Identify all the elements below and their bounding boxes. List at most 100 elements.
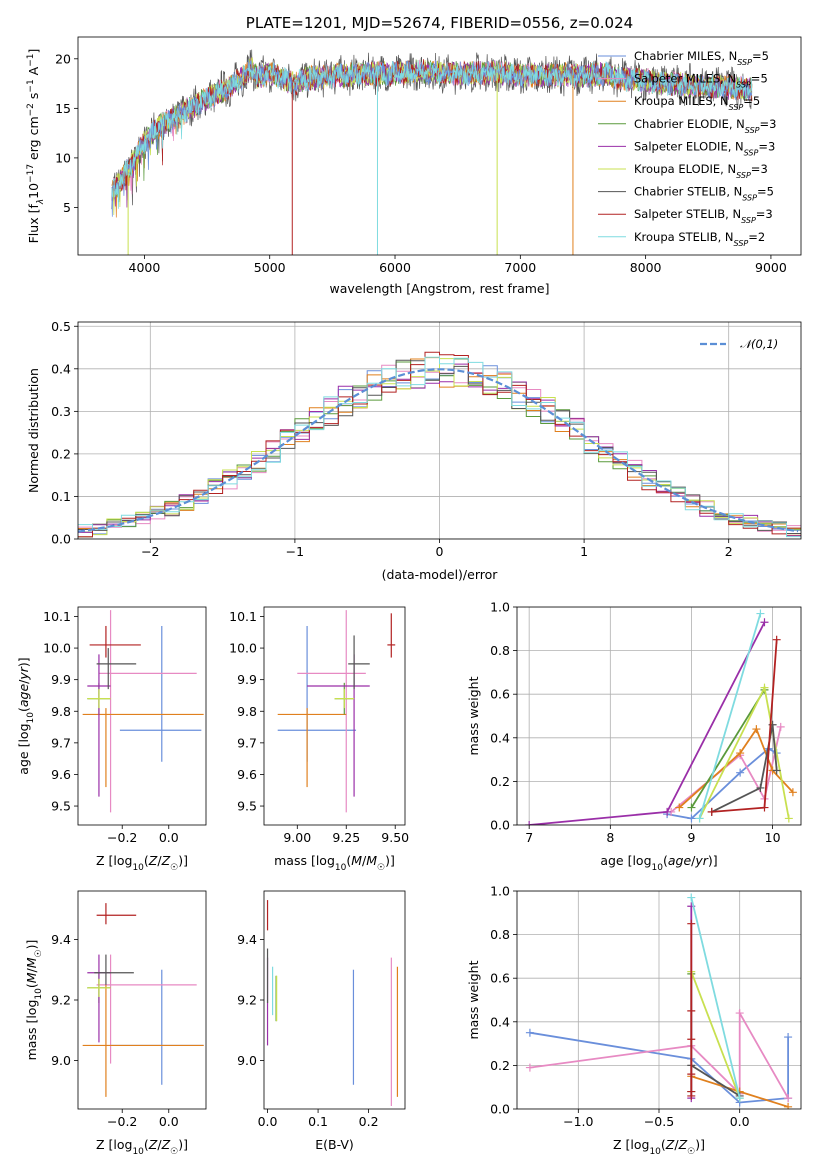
weight-marker bbox=[687, 1087, 696, 1096]
mass-weight-vs-age-axes: 7 8 9 10 0.0 0.2 0.4 0.6 0.8 1.0 mass weight age [l… bbox=[466, 600, 802, 873]
weight-marker bbox=[756, 783, 765, 792]
weight-series bbox=[525, 618, 769, 825]
y-tick-label: 0.2 bbox=[490, 1058, 510, 1073]
weight-line bbox=[529, 621, 766, 825]
weight-marker bbox=[776, 722, 785, 731]
y-tick-label: 0.6 bbox=[490, 971, 510, 986]
mass-weight-vs-Z-frame bbox=[516, 890, 802, 1110]
x-tick-label: 8000 bbox=[630, 260, 662, 275]
weight-marker bbox=[525, 1028, 534, 1037]
weight-series bbox=[675, 725, 797, 812]
age-vs-Z-plot-area bbox=[82, 610, 204, 813]
spectrum-axes: 4000 5000 6000 7000 8000 9000 5 10 15 20 PLATE=120… bbox=[26, 14, 802, 296]
mass-weight-vs-age-plot-area bbox=[517, 607, 801, 825]
errorbar-point bbox=[348, 635, 370, 690]
y-tick-label: 0.4 bbox=[51, 361, 71, 376]
weight-line bbox=[690, 897, 741, 1099]
weight-marker bbox=[687, 1070, 696, 1079]
y-tick-label: 0.2 bbox=[490, 774, 510, 789]
x-tick-label: 0.0 bbox=[730, 1114, 750, 1129]
weight-marker bbox=[760, 803, 769, 812]
x-tick-label: 0.0 bbox=[159, 1114, 179, 1129]
x-axis-label: Z [log10(Z/Z☉)] bbox=[96, 853, 188, 873]
x-tick-label: 10 bbox=[765, 830, 781, 845]
x-tick-label: 9.00 bbox=[283, 830, 311, 845]
x-tick-label: 9 bbox=[687, 830, 695, 845]
y-tick-label: 9.2 bbox=[237, 993, 257, 1008]
y-tick-label: 9.8 bbox=[51, 704, 71, 719]
weight-marker bbox=[525, 821, 534, 825]
mass-weight-vs-Z-axes: −1.0 −0.5 0.0 0.0 0.2 0.4 0.6 0.8 1.0 mass weight… bbox=[466, 884, 802, 1157]
x-tick-label: 6000 bbox=[379, 260, 411, 275]
x-tick-label: −1.0 bbox=[563, 1114, 593, 1129]
weight-line bbox=[690, 1064, 741, 1097]
x-tick-label: −2 bbox=[141, 544, 159, 559]
x-tick-label: −0.5 bbox=[644, 1114, 674, 1129]
histogram-step bbox=[78, 351, 801, 538]
weight-marker bbox=[707, 807, 716, 816]
y-tick-label: 10.1 bbox=[43, 609, 71, 624]
errorbar-point bbox=[119, 625, 202, 762]
x-tick-label: 8 bbox=[606, 830, 614, 845]
weight-marker bbox=[784, 814, 793, 823]
weight-marker bbox=[788, 788, 797, 797]
y-tick-label: 0.0 bbox=[51, 532, 71, 547]
residuals-frame bbox=[77, 321, 802, 540]
legend-entry: Chabrier ELODIE, NSSP=3 bbox=[634, 117, 776, 135]
x-tick-label: 2 bbox=[725, 544, 733, 559]
y-tick-label: 0.0 bbox=[490, 818, 510, 833]
errorbar-point bbox=[94, 954, 134, 985]
y-axis-label: mass weight bbox=[466, 676, 481, 755]
y-tick-label: 0.1 bbox=[51, 489, 71, 504]
x-tick-label: 0 bbox=[436, 544, 444, 559]
errorbar-point bbox=[387, 613, 396, 658]
histogram-step bbox=[78, 363, 801, 537]
mass-vs-EBV-frame bbox=[263, 890, 406, 1110]
histogram-step bbox=[78, 359, 801, 534]
y-tick-label: 0.8 bbox=[490, 643, 510, 658]
legend-entry: Chabrier MILES, NSSP=5 bbox=[634, 49, 769, 67]
x-tick-label: 7000 bbox=[504, 260, 536, 275]
weight-line bbox=[698, 613, 762, 819]
mass-weight-vs-age-frame bbox=[516, 606, 802, 826]
errorbar-point bbox=[87, 654, 111, 797]
weight-series bbox=[695, 609, 765, 823]
age-vs-mass-plot-area bbox=[277, 610, 396, 813]
x-tick-label: 9.50 bbox=[381, 830, 409, 845]
errorbar-point bbox=[89, 625, 141, 658]
y-tick-label: 9.6 bbox=[237, 767, 257, 782]
histogram-step bbox=[78, 356, 801, 538]
x-tick-label: 9.25 bbox=[332, 830, 360, 845]
weight-marker bbox=[687, 803, 696, 812]
age-vs-mass-frame bbox=[263, 606, 406, 826]
y-tick-label: 9.4 bbox=[237, 932, 257, 947]
y-tick-label: 10.1 bbox=[229, 609, 257, 624]
legend-entry: Chabrier STELIB, NSSP=5 bbox=[634, 185, 774, 203]
y-tick-label: 9.6 bbox=[51, 767, 71, 782]
y-axis-label: mass [log10(M/M☉)] bbox=[24, 940, 44, 1061]
y-tick-label: 0.4 bbox=[490, 1014, 510, 1029]
legend-entry: Salpeter MILES, NSSP=5 bbox=[634, 72, 768, 90]
x-axis-label: mass [log10(M/M☉)] bbox=[274, 853, 395, 873]
weight-marker bbox=[695, 814, 704, 823]
mass-vs-EBV-axes: 0.0 0.1 0.2 9.0 9.2 9.4 E(B-V) bbox=[237, 890, 406, 1152]
y-tick-label: 15 bbox=[55, 101, 71, 116]
x-tick-label: −0.2 bbox=[107, 830, 137, 845]
y-tick-label: 0.3 bbox=[51, 404, 71, 419]
weight-marker bbox=[772, 766, 781, 775]
weight-marker bbox=[772, 635, 781, 644]
y-tick-label: 9.0 bbox=[51, 1053, 71, 1068]
y-tick-label: 10.0 bbox=[229, 641, 257, 656]
y-tick-label: 9.2 bbox=[51, 993, 71, 1008]
x-axis-label: E(B-V) bbox=[315, 1137, 354, 1152]
weight-marker bbox=[687, 814, 696, 823]
age-vs-Z-axes: −0.2 0.0 9.5 9.6 9.7 9.8 9.9 10.0 10.1 Z [log10(Z… bbox=[16, 606, 207, 873]
x-tick-label: 0.0 bbox=[258, 1114, 278, 1129]
weight-marker bbox=[736, 749, 745, 758]
errorbar-point bbox=[277, 708, 347, 788]
weight-marker bbox=[735, 1094, 744, 1103]
weight-marker bbox=[760, 618, 769, 627]
errorbar-point bbox=[82, 984, 204, 1097]
errorbar-point bbox=[307, 654, 370, 797]
